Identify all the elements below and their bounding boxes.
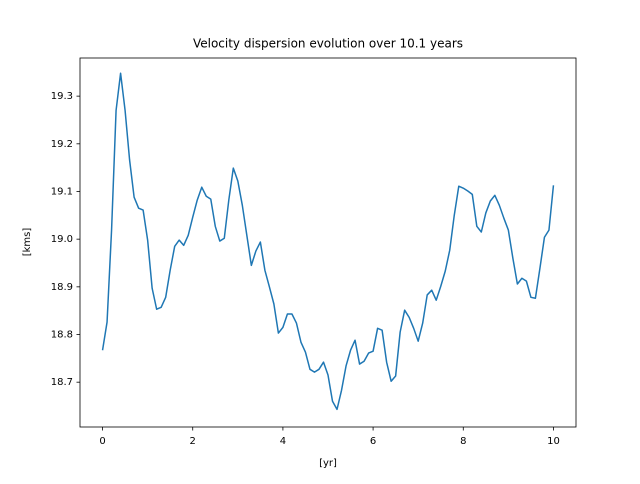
x-tick-label: 0 — [99, 436, 105, 447]
y-tick-label: 19.3 — [51, 91, 73, 102]
x-tick-label: 8 — [460, 436, 466, 447]
x-tick-label: 10 — [547, 436, 560, 447]
x-axis-label: [yr] — [319, 458, 337, 469]
y-tick-label: 18.7 — [51, 377, 73, 388]
y-tick-label: 19.2 — [51, 139, 73, 150]
x-tick-label: 2 — [190, 436, 196, 447]
plot-frame — [79, 57, 577, 428]
data-line — [101, 72, 555, 411]
y-axis-label: [kms] — [22, 228, 33, 257]
x-tick-label: 6 — [370, 436, 376, 447]
x-tick-label: 4 — [280, 436, 286, 447]
y-tick-label: 19.0 — [51, 234, 73, 245]
y-tick-label: 19.1 — [51, 186, 73, 197]
chart-title: Velocity dispersion evolution over 10.1 … — [193, 37, 463, 51]
y-tick-label: 18.8 — [51, 330, 73, 341]
y-tick-label: 18.9 — [51, 282, 73, 293]
